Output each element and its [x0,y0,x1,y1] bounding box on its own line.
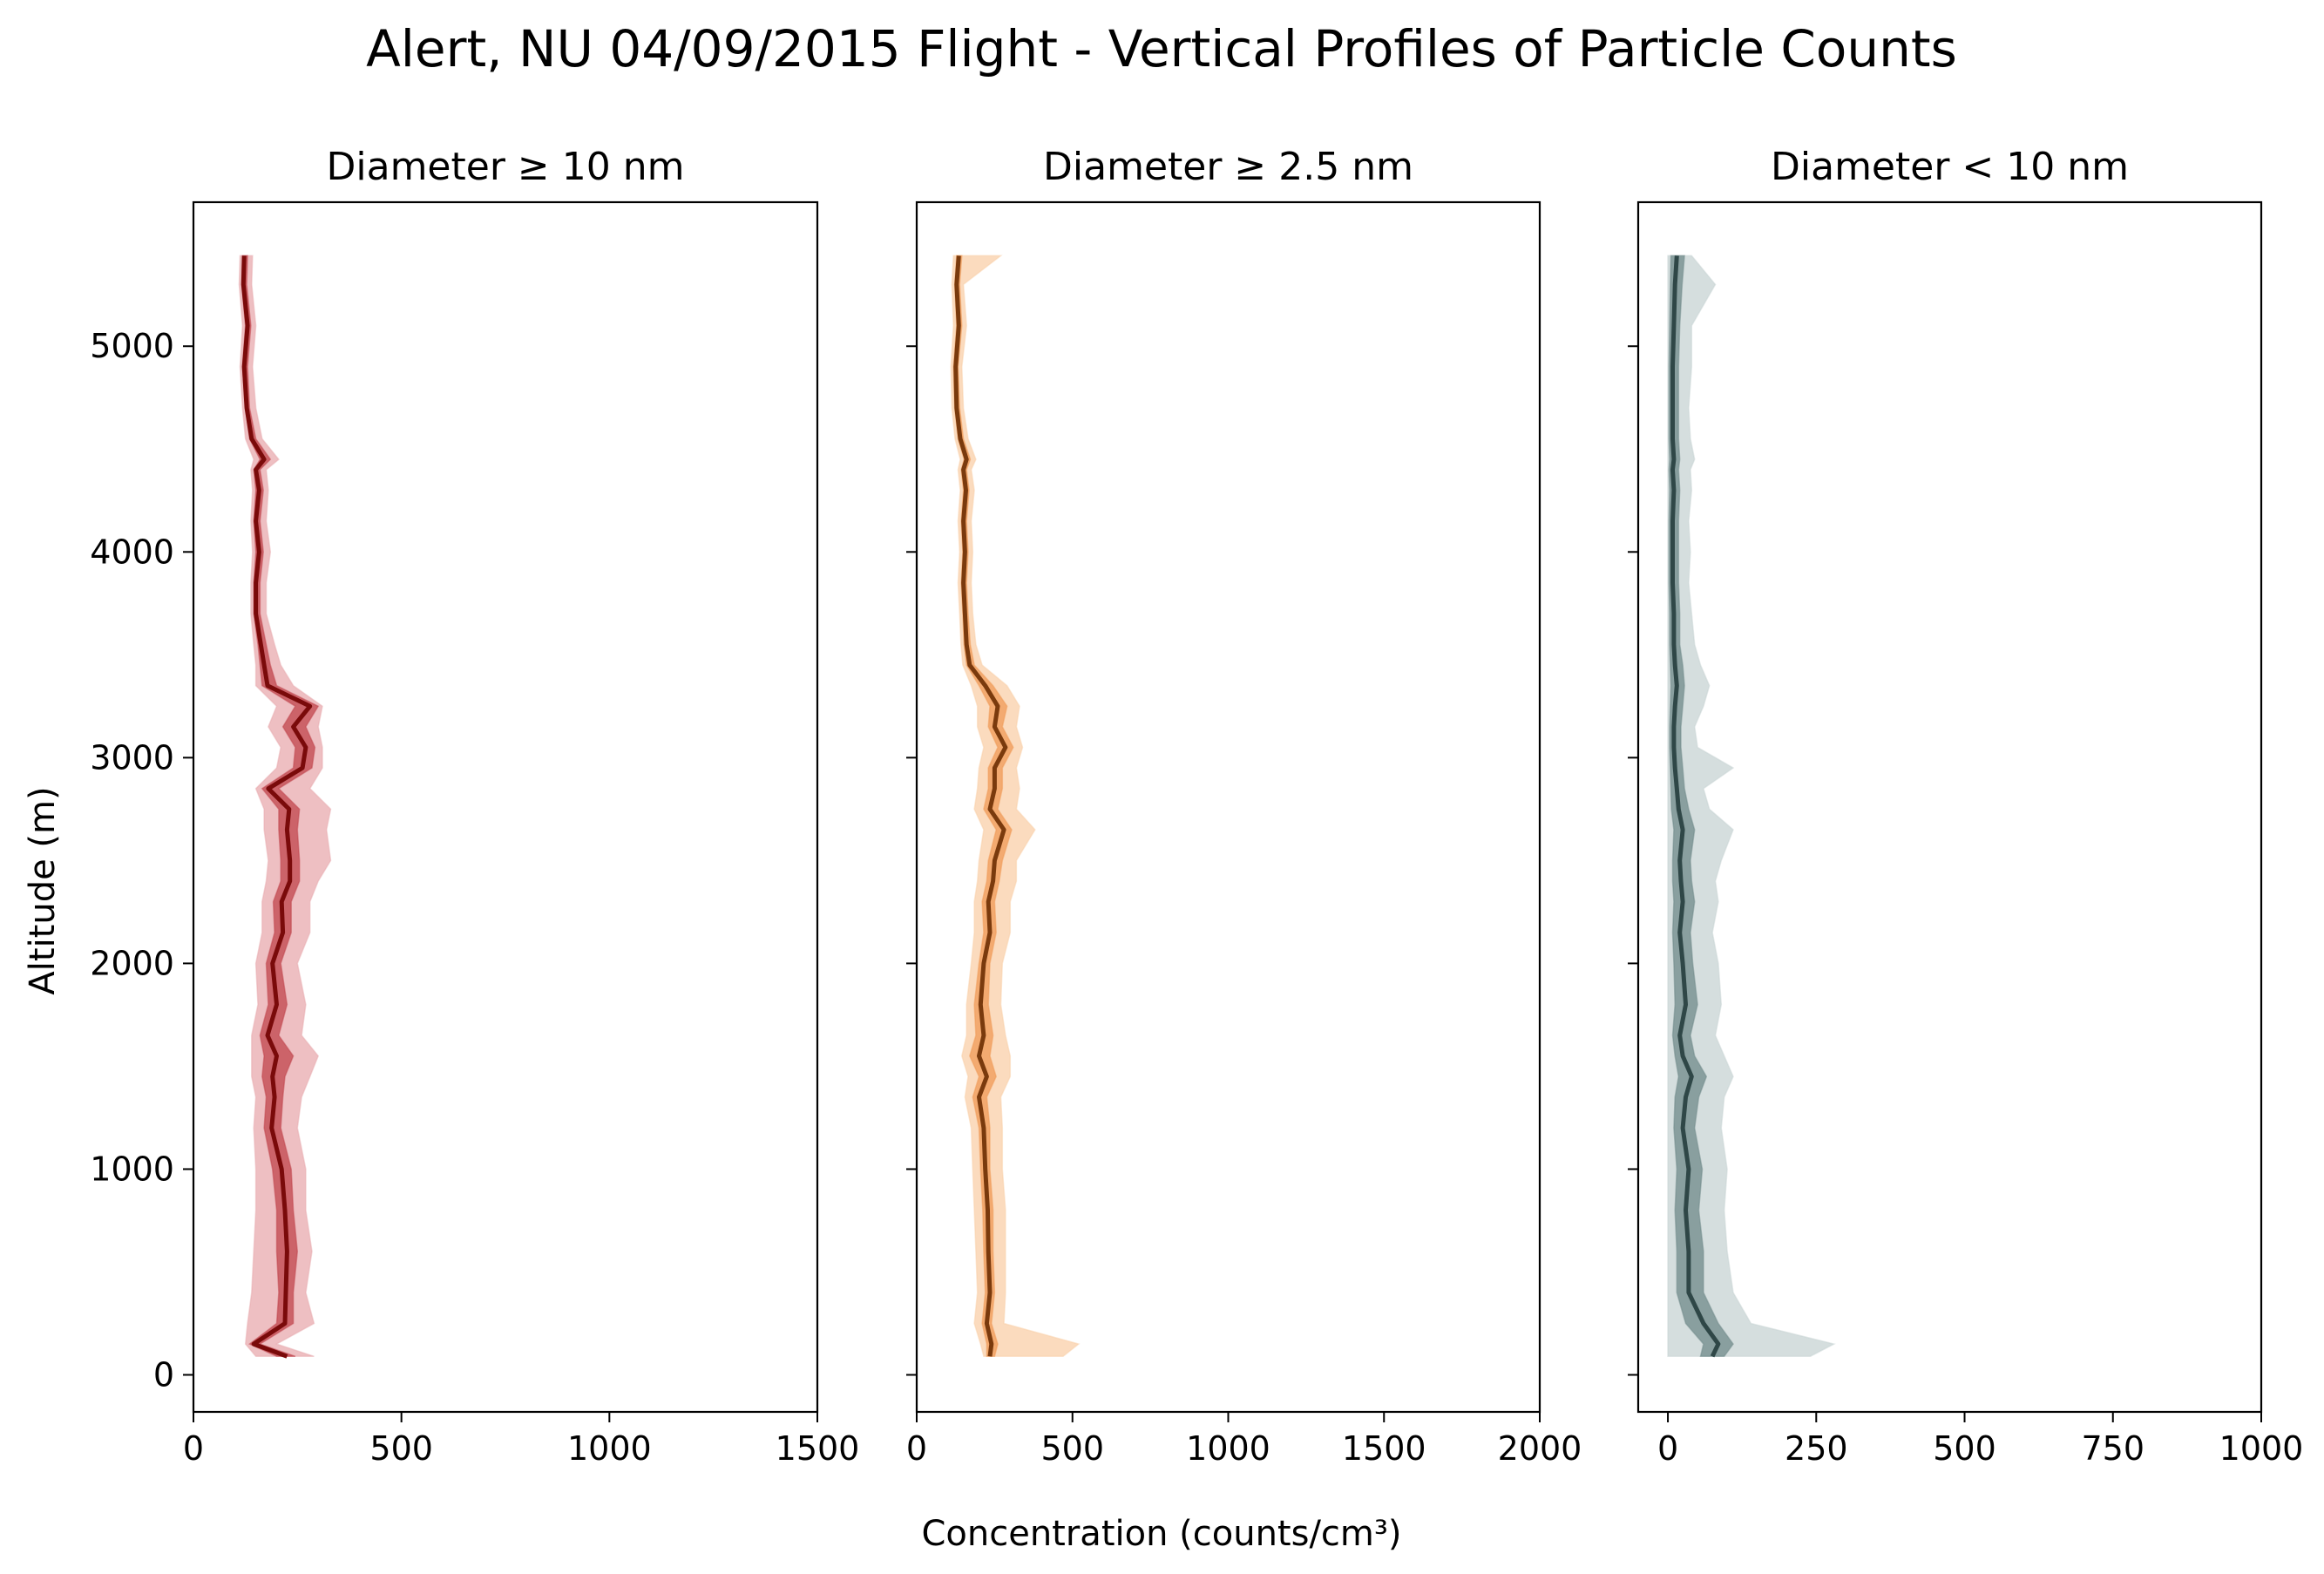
x-tick-label: 750 [2081,1429,2144,1468]
panel-2-title: Diameter ≥ 2.5 nm [1043,145,1413,189]
panel-3-plot-area [1667,254,1836,1358]
y-tick-label: 1000 [90,1150,174,1188]
x-tick-label: 2000 [1498,1429,1582,1468]
x-tick-label: 1500 [776,1429,860,1468]
panel-2-plot-area [950,254,1081,1358]
x-tick-label: 500 [1933,1429,1996,1468]
panel-1-plot-area [238,254,332,1359]
x-tick-label: 0 [1657,1429,1678,1468]
y-tick-label: 2000 [90,944,174,982]
panel-3-mean-line [1670,255,1721,1358]
panels-group: Diameter ≥ 10 nm 0 500 1000 1500 0 1000 2000 300… [90,145,2303,1468]
panel-2: Diameter ≥ 2.5 nm 0 500 1000 1500 2000 [906,145,1582,1468]
panel-3-frame [1636,200,2263,1414]
x-tick-label: 1500 [1342,1429,1426,1468]
y-tick-label: 3000 [90,738,174,777]
panel-1: Diameter ≥ 10 nm 0 500 1000 1500 0 1000 2000 300… [90,145,859,1468]
panel-3-title: Diameter < 10 nm [1771,145,2129,189]
x-tick-label: 500 [369,1429,433,1468]
figure-y-axis-label: Altitude (m) [23,786,63,994]
x-tick-label: 1000 [2219,1429,2304,1468]
panel-3-inner-band [1668,254,1734,1358]
panel-3: Diameter < 10 nm 0 250 500 750 1000 [1628,145,2303,1468]
x-tick-label: 1000 [1186,1429,1270,1468]
y-tick-label: 5000 [90,327,174,365]
panel-1-title: Diameter ≥ 10 nm [327,145,685,189]
x-tick-label: 1000 [567,1429,652,1468]
panel-2-mean-line [953,255,1008,1357]
figure-x-axis-label: Concentration (counts/cm³) [921,1514,1401,1554]
panel-1-mean-line [241,255,313,1359]
x-tick-label: 0 [906,1429,927,1468]
x-tick-label: 0 [183,1429,204,1468]
x-tick-label: 500 [1040,1429,1104,1468]
figure-title: Alert, NU 04/09/2015 Flight - Vertical P… [366,19,1957,78]
panel-1-frame [192,200,819,1414]
y-tick-label: 4000 [90,533,174,571]
x-tick-label: 250 [1785,1429,1848,1468]
y-tick-label: 0 [153,1356,174,1394]
panel-3-outer-band [1667,254,1836,1358]
